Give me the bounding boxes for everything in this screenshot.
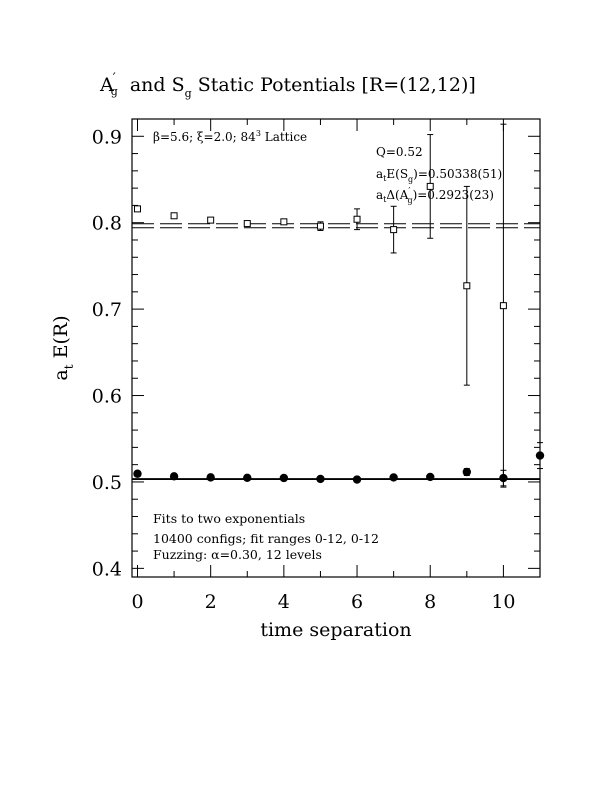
circle-data-point [279,473,289,483]
square-data-point [316,222,324,230]
square-data-point [133,205,141,213]
y-tick-labels: 0.4 0.5 0.6 0.7 0.8 0.9 [92,126,122,580]
circle-data-point [389,473,398,482]
x-tick-label: 10 [491,591,515,613]
y-tick-label: 0.6 [92,386,122,408]
square-data-point [499,302,507,310]
x-tick-label: 0 [131,591,143,613]
circle-data-point [316,474,325,484]
note-configs: 10400 configs; fit ranges 0-12, 0-12 [153,531,379,546]
square-data-point [390,226,398,234]
square-data-point [426,182,434,190]
circle-data-point [426,472,435,482]
x-tick-labels: 0 2 4 6 8 10 [131,591,515,613]
note-fit-method: Fits to two exponentials [153,511,305,526]
y-tick-label: 0.5 [92,472,122,494]
circle-data-point [352,475,362,484]
plot-frame [131,118,541,578]
y-tick-label: 0.9 [92,126,122,148]
fit-q-value: Q=0.52 [376,145,423,159]
lattice-info: β=5.6; ξ=2.0; 843 Lattice [153,129,307,144]
fit-bands [132,223,540,480]
x-tick-label: 6 [351,591,363,613]
circle-data-point [499,473,508,483]
square-data-point [353,215,361,223]
fit-energy: atE(Sg)=0.50338(51) [376,167,502,184]
square-data-point [170,212,178,220]
circle-data-point [169,472,179,481]
circle-data-point [462,467,472,477]
circle-data-point [206,473,215,482]
x-tick-label: 2 [205,591,217,613]
circle-data-point [535,451,545,460]
circle-data-point [243,473,252,482]
note-fuzzing: Fuzzing: α=0.30, 12 levels [153,547,322,562]
y-tick-label: 0.4 [92,558,122,580]
y-tick-label: 0.7 [92,299,122,321]
square-data-point [463,282,471,290]
circle-data-point [133,469,142,478]
square-data-point [243,220,251,228]
chart-title: A′ g and Sg Static Potentials [R=(12,12)] [99,71,476,100]
x-axis-label: time separation [260,619,411,641]
y-axis-label: at E(R) [50,315,76,380]
y-tick-label: 0.8 [92,213,122,235]
data-points [133,123,545,488]
fit-gap: atΔ(A′ g)=0.2923(23) [376,187,494,205]
square-data-point [207,216,215,224]
x-tick-label: 4 [278,591,290,613]
x-tick-label: 8 [424,591,436,613]
square-data-point [280,218,288,226]
